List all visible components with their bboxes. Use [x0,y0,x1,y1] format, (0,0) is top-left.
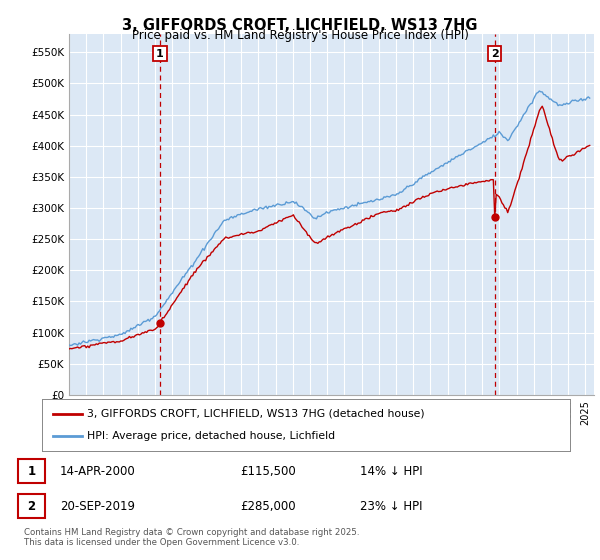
Text: 2: 2 [28,500,35,512]
Text: 14-APR-2000: 14-APR-2000 [60,465,136,478]
Text: 23% ↓ HPI: 23% ↓ HPI [360,500,422,512]
Text: 2: 2 [491,49,499,59]
Text: £115,500: £115,500 [240,465,296,478]
Text: 1: 1 [156,49,164,59]
Text: 20-SEP-2019: 20-SEP-2019 [60,500,135,512]
Text: 3, GIFFORDS CROFT, LICHFIELD, WS13 7HG: 3, GIFFORDS CROFT, LICHFIELD, WS13 7HG [122,18,478,33]
Text: Contains HM Land Registry data © Crown copyright and database right 2025.: Contains HM Land Registry data © Crown c… [24,528,359,536]
Text: This data is licensed under the Open Government Licence v3.0.: This data is licensed under the Open Gov… [24,538,299,547]
Text: 14% ↓ HPI: 14% ↓ HPI [360,465,422,478]
Bar [18,459,45,483]
Bar [18,494,45,519]
Text: Price paid vs. HM Land Registry's House Price Index (HPI): Price paid vs. HM Land Registry's House … [131,29,469,42]
Text: 3, GIFFORDS CROFT, LICHFIELD, WS13 7HG (detached house): 3, GIFFORDS CROFT, LICHFIELD, WS13 7HG (… [87,409,425,419]
Text: £285,000: £285,000 [240,500,296,512]
Text: 1: 1 [28,465,35,478]
Text: HPI: Average price, detached house, Lichfield: HPI: Average price, detached house, Lich… [87,431,335,441]
